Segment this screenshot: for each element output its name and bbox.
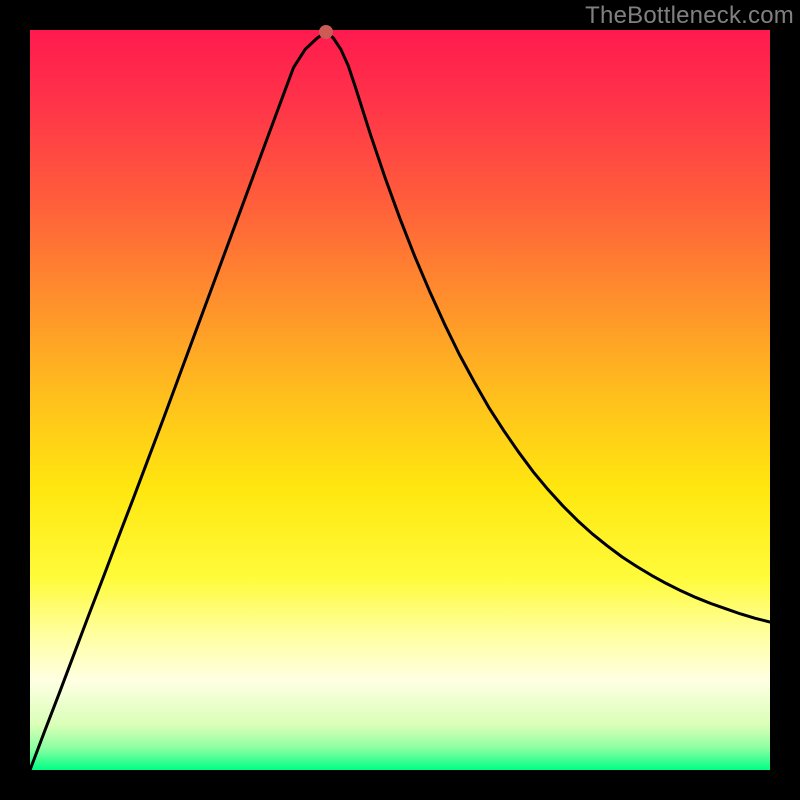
- watermark-label: TheBottleneck.com: [585, 2, 794, 30]
- plot-area: [30, 30, 770, 770]
- optimal-point-marker: [319, 25, 333, 39]
- bottleneck-curve: [30, 30, 770, 770]
- chart-frame: TheBottleneck.com: [0, 0, 800, 800]
